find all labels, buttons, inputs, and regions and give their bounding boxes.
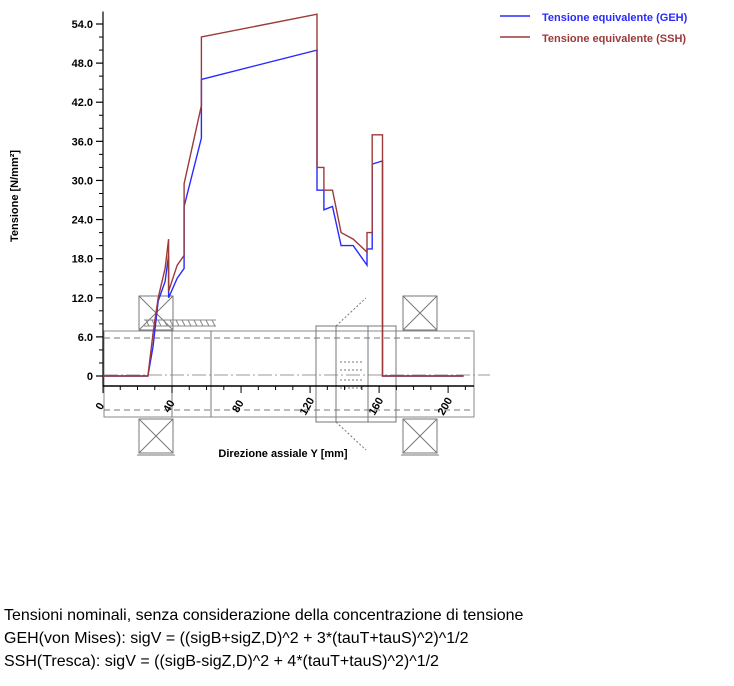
y-tick-label: 48.0	[72, 58, 93, 70]
stress-chart: 0 6.0 12.0 18.0 24.0 30.0 36.0 42.0 48.0 54.0 0 40 8…	[9, 11, 688, 460]
note-line-2: GEH(von Mises): sigV = ((sigB+sigZ,D)^2 …	[4, 630, 469, 647]
y-tick-label: 36.0	[72, 136, 93, 148]
axes: 0 6.0 12.0 18.0 24.0 30.0 36.0 42.0 48.0 54.0 0 40 8…	[72, 11, 474, 417]
series-layer	[103, 13, 464, 377]
series-line-geh	[103, 49, 464, 377]
y-tick-label: 18.0	[72, 254, 93, 266]
y-tick-label: 54.0	[72, 19, 93, 31]
x-tick-label: 0	[94, 401, 107, 412]
y-tick-label: 42.0	[72, 97, 93, 109]
x-tick-label: 200	[436, 396, 456, 418]
gear-dotted	[335, 297, 367, 451]
notes-block: Tensioni nominali, senza considerazione …	[4, 604, 523, 673]
legend-label-geh: Tensione equivalente (GEH)	[542, 12, 688, 24]
note-line-1: Tensioni nominali, senza considerazione …	[4, 607, 524, 624]
legend-label-ssh: Tensione equivalente (SSH)	[542, 33, 686, 45]
y-axis-label: Tensione [N/mm²]	[9, 150, 21, 242]
note-line-3: SSH(Tresca): sigV = ((sigB-sigZ,D)^2 + 4…	[4, 653, 439, 670]
shaft-section	[103, 330, 475, 418]
y-tick-label: 6.0	[78, 332, 93, 344]
x-tick-label: 160	[367, 396, 387, 418]
legend: Tensione equivalente (GEH) Tensione equi…	[500, 12, 688, 45]
y-tick-label: 12.0	[72, 293, 93, 305]
series-line-ssh	[103, 13, 464, 377]
y-tick-label: 30.0	[72, 175, 93, 187]
x-tick-label: 40	[161, 398, 178, 415]
x-axis-label: Direzione assiale Y [mm]	[218, 448, 348, 460]
y-tick-label: 0	[87, 371, 93, 383]
gear-hub	[315, 325, 397, 423]
x-tick-label: 120	[298, 396, 318, 418]
x-tick-label: 80	[230, 398, 247, 415]
y-tick-label: 24.0	[72, 215, 93, 227]
bearing-right	[401, 295, 439, 456]
